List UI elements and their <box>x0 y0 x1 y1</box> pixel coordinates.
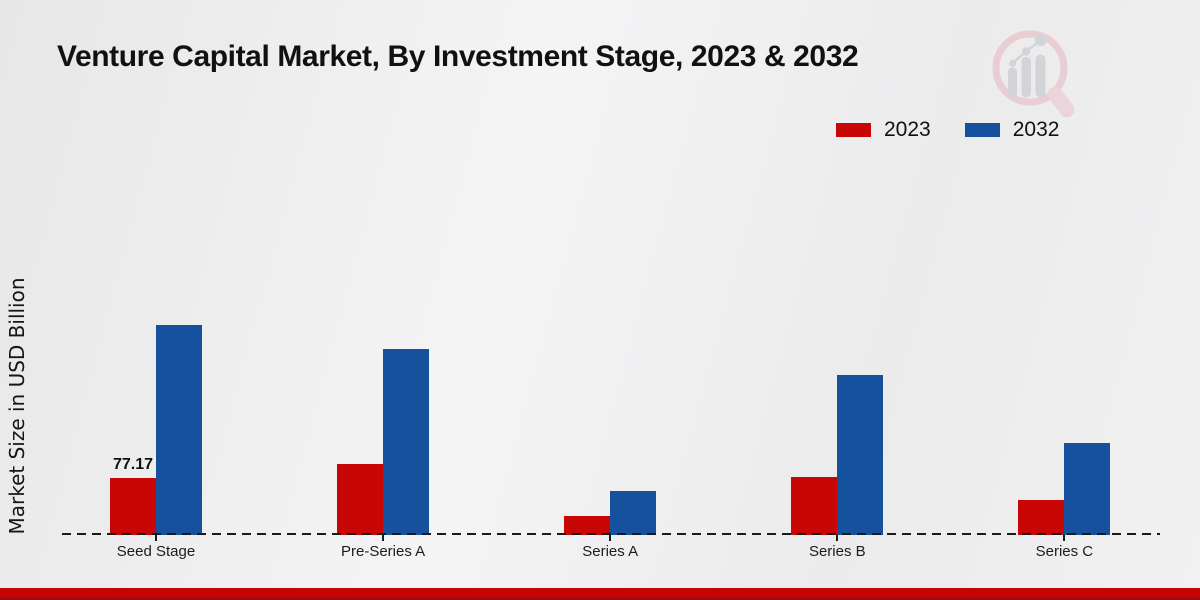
bar-2032-seed-stage <box>156 325 202 535</box>
bar-2023-series-a <box>564 516 611 535</box>
x-axis-tick-seed-stage <box>155 535 157 541</box>
x-axis-tick-series-b <box>836 535 839 541</box>
bar-2023-seed-stage <box>110 478 156 535</box>
x-axis-baseline <box>62 533 1160 535</box>
data-label-seed-stage-2023: 77.17 <box>112 456 154 473</box>
bar-2032-series-a <box>610 491 657 535</box>
legend-label-2032: 2032 <box>1012 118 1060 141</box>
legend-swatch-2023 <box>836 123 871 137</box>
x-axis-label-seed-stage: Seed Stage <box>116 543 196 560</box>
x-axis-label-pre-series-a: Pre-Series A <box>340 543 426 560</box>
legend-label-2023: 2023 <box>884 118 931 141</box>
legend-item-2032: 2032 <box>964 118 1060 142</box>
bar-2023-series-c <box>1018 500 1065 535</box>
x-axis-label-series-b: Series B <box>808 543 866 560</box>
chart-title: Venture Capital Market, By Investment St… <box>57 40 859 73</box>
x-axis-tick-series-a <box>609 535 612 541</box>
legend: 2023 2032 <box>836 118 1059 142</box>
legend-item-2023: 2023 <box>836 118 931 142</box>
bar-2023-pre-series-a <box>337 464 384 535</box>
legend-swatch-2032 <box>964 123 1000 137</box>
bar-2032-series-c <box>1064 443 1111 535</box>
x-axis-label-series-a: Series A <box>582 543 639 560</box>
x-axis-tick-series-c <box>1063 535 1066 541</box>
bar-2032-pre-series-a <box>383 349 430 535</box>
footer-red-bar <box>0 588 1200 600</box>
bar-2023-series-b <box>791 477 838 535</box>
x-axis-tick-pre-series-a <box>382 535 385 541</box>
bar-chart-magnifier-logo-icon <box>992 30 1075 118</box>
bar-2032-series-b <box>837 375 884 535</box>
x-axis-label-series-c: Series C <box>1035 543 1094 560</box>
